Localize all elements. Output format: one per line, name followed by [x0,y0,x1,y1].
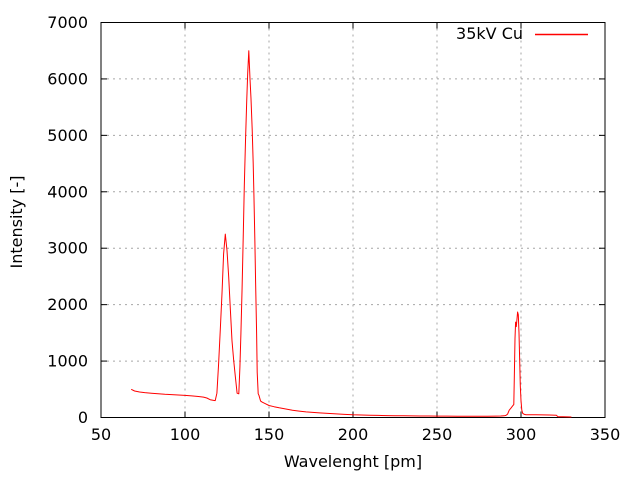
x-tick-label: 50 [91,425,111,444]
legend-label: 35kV Cu [456,24,523,43]
x-axis-title: Wavelenght [pm] [284,452,422,471]
y-tick-label: 0 [78,408,88,427]
y-tick-label: 6000 [47,69,88,88]
x-tick-label: 250 [422,425,453,444]
legend: 35kV Cu [456,24,588,43]
x-tick-label: 200 [338,425,369,444]
y-tick-label: 4000 [47,182,88,201]
x-tick-label: 150 [254,425,285,444]
series-line [130,50,572,418]
y-tick-label: 3000 [47,239,88,258]
x-tick-label: 100 [170,425,201,444]
plot-border [100,22,606,418]
y-tick-label: 5000 [47,126,88,145]
y-tick-label: 7000 [47,13,88,32]
y-tick-label: 1000 [47,352,88,371]
y-axis-title: Intensity [-] [7,176,26,269]
x-tick-label: 300 [506,425,537,444]
y-tick-label: 2000 [47,295,88,314]
x-tick-label: 350 [590,425,621,444]
